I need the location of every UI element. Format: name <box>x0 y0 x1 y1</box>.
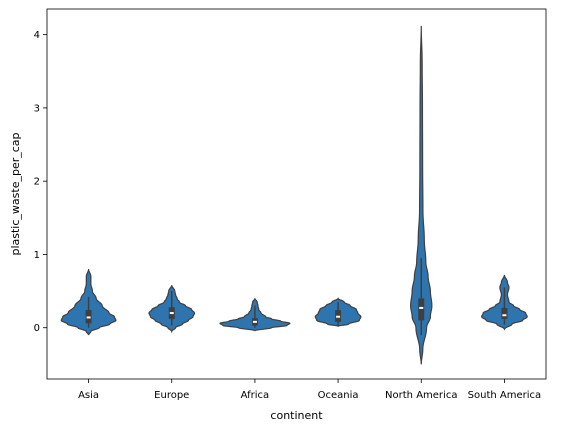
violin-iqr-box <box>418 298 424 320</box>
y-axis-label: plastic_waste_per_cap <box>9 132 22 255</box>
x-tick-label: North America <box>385 390 457 401</box>
x-tick-label: Europe <box>154 390 189 401</box>
y-tick-label: 2 <box>34 177 40 188</box>
x-tick-label: Oceania <box>318 390 359 401</box>
x-axis-label: continent <box>270 409 323 422</box>
x-tick-label: Africa <box>241 390 270 401</box>
y-axis-ticks: 0 1 2 3 4 <box>34 30 47 334</box>
x-tick-label: Asia <box>78 390 99 401</box>
x-tick-label: South America <box>468 390 542 401</box>
plot-frame <box>47 9 546 379</box>
y-tick-label: 0 <box>34 323 40 334</box>
violins-group <box>61 26 527 365</box>
y-tick-label: 3 <box>34 103 40 114</box>
violin-iqr-box <box>501 308 507 319</box>
y-tick-label: 1 <box>34 250 40 261</box>
y-tick-label: 4 <box>34 30 40 41</box>
x-axis-ticks: Asia Europe Africa Oceania North America Sout… <box>78 379 541 401</box>
